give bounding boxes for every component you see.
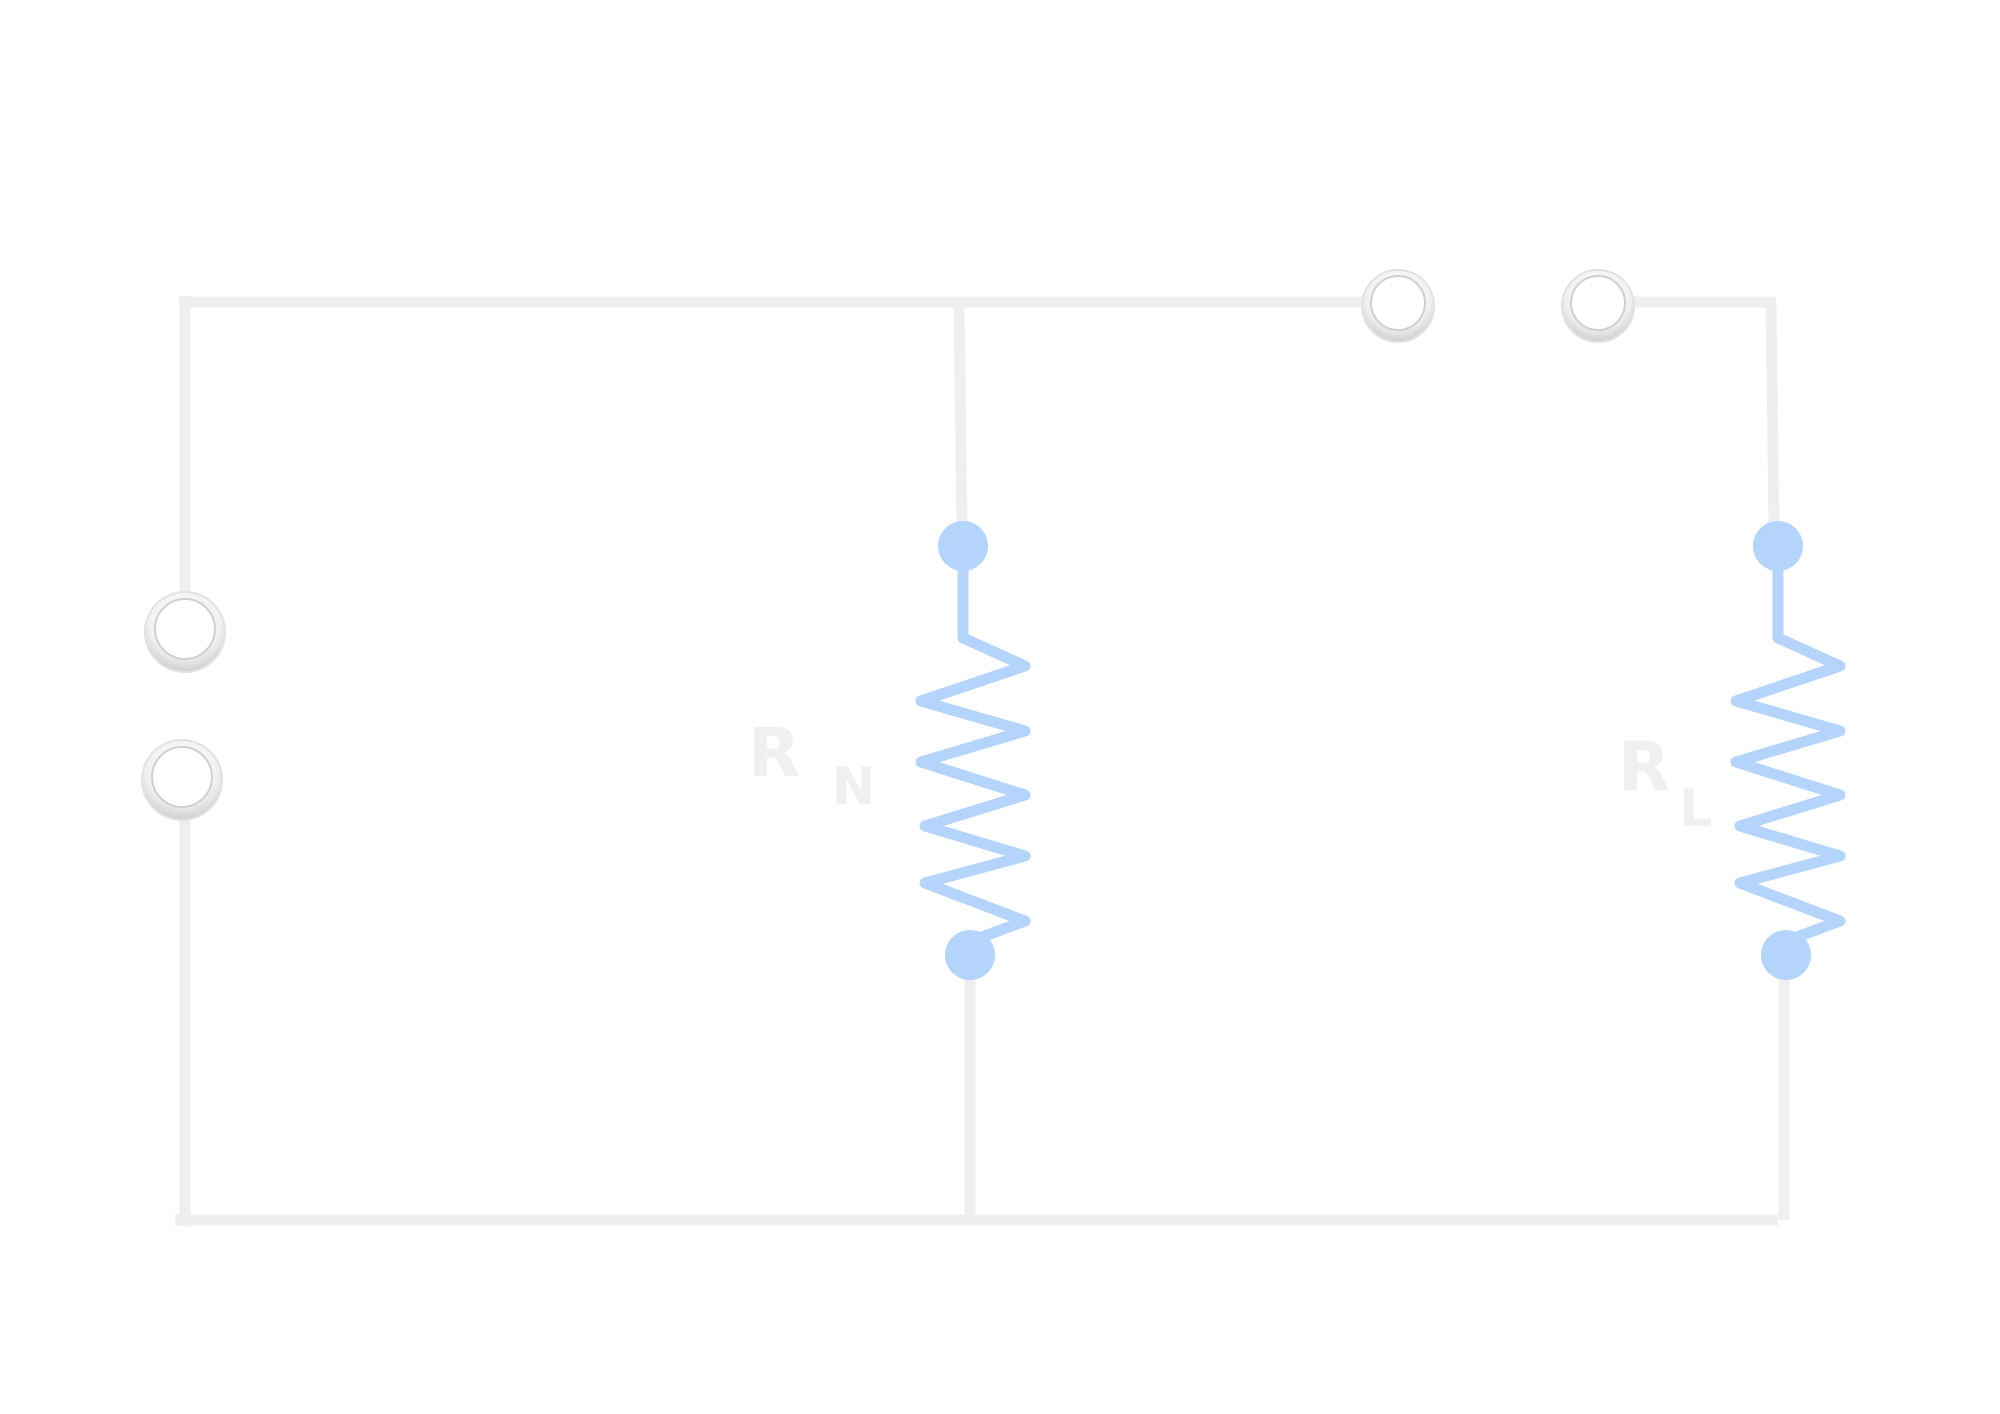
terminal-inner [1570, 275, 1626, 331]
rn-zigzag [915, 632, 1031, 950]
terminal-inner [1370, 275, 1426, 331]
wire-rn-top [953, 301, 968, 531]
rl-label: R [1618, 728, 1670, 807]
terminal-top-left [1361, 269, 1435, 343]
terminal-top-right [1561, 269, 1635, 343]
resistor-rn [915, 521, 1031, 980]
terminal-inner [151, 746, 213, 808]
terminal-left-bottom [141, 739, 223, 821]
rl-label-subscript: L [1679, 779, 1712, 839]
rn-label: R [748, 714, 800, 793]
terminal-inner [154, 598, 216, 660]
wire-rl-top [1765, 301, 1780, 531]
rl-zigzag [1730, 632, 1846, 950]
wires [175, 296, 1790, 1226]
rn-bottom-node [945, 930, 995, 980]
rl-bottom-node [1761, 930, 1811, 980]
rn-label-subscript: N [832, 757, 876, 817]
resistor-rl [1730, 521, 1846, 980]
terminal-left-top [144, 591, 226, 673]
